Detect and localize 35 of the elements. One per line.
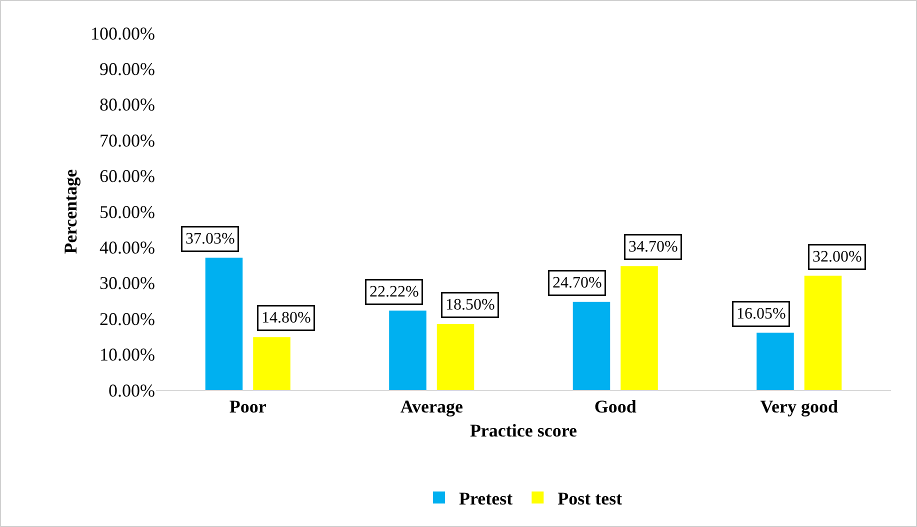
x-axis-title: Practice score (470, 420, 578, 441)
y-tick-label: 10.00% (100, 344, 155, 365)
data-label: 24.70% (552, 274, 602, 292)
data-label: 16.05% (736, 306, 786, 322)
y-tick-label: 100.00% (90, 23, 155, 44)
x-tick-label: Poor (229, 396, 266, 417)
bar (572, 302, 610, 390)
data-label: 18.50% (446, 296, 495, 314)
y-tick-label: 0.00% (108, 380, 155, 400)
y-tick-label: 30.00% (100, 273, 155, 294)
bar (253, 337, 290, 390)
y-tick-label: 40.00% (100, 238, 155, 258)
bar (620, 266, 658, 390)
y-tick-label: 50.00% (100, 202, 155, 222)
data-label: 34.70% (628, 238, 678, 256)
x-tick-label: Very good (760, 396, 838, 417)
y-tick-label: 80.00% (100, 94, 155, 115)
bar (389, 310, 426, 390)
y-tick-label: 90.00% (100, 59, 155, 79)
legend-label: Post test (558, 488, 622, 508)
data-label: 37.03% (186, 230, 235, 248)
bar (436, 324, 474, 390)
bar (205, 258, 243, 390)
x-tick-label: Average (400, 396, 463, 417)
legend-label: Pretest (459, 488, 513, 508)
y-axis-title: Percentage (60, 169, 81, 254)
data-label: 14.80% (262, 310, 311, 326)
bar (756, 332, 794, 390)
data-label: 22.22% (370, 284, 419, 300)
bar (804, 276, 842, 390)
data-label: 32.00% (812, 248, 862, 266)
y-tick-label: 70.00% (100, 130, 155, 150)
y-tick-label: 20.00% (100, 308, 155, 329)
x-tick-label: Good (594, 396, 636, 417)
y-tick-label: 60.00% (100, 166, 155, 186)
